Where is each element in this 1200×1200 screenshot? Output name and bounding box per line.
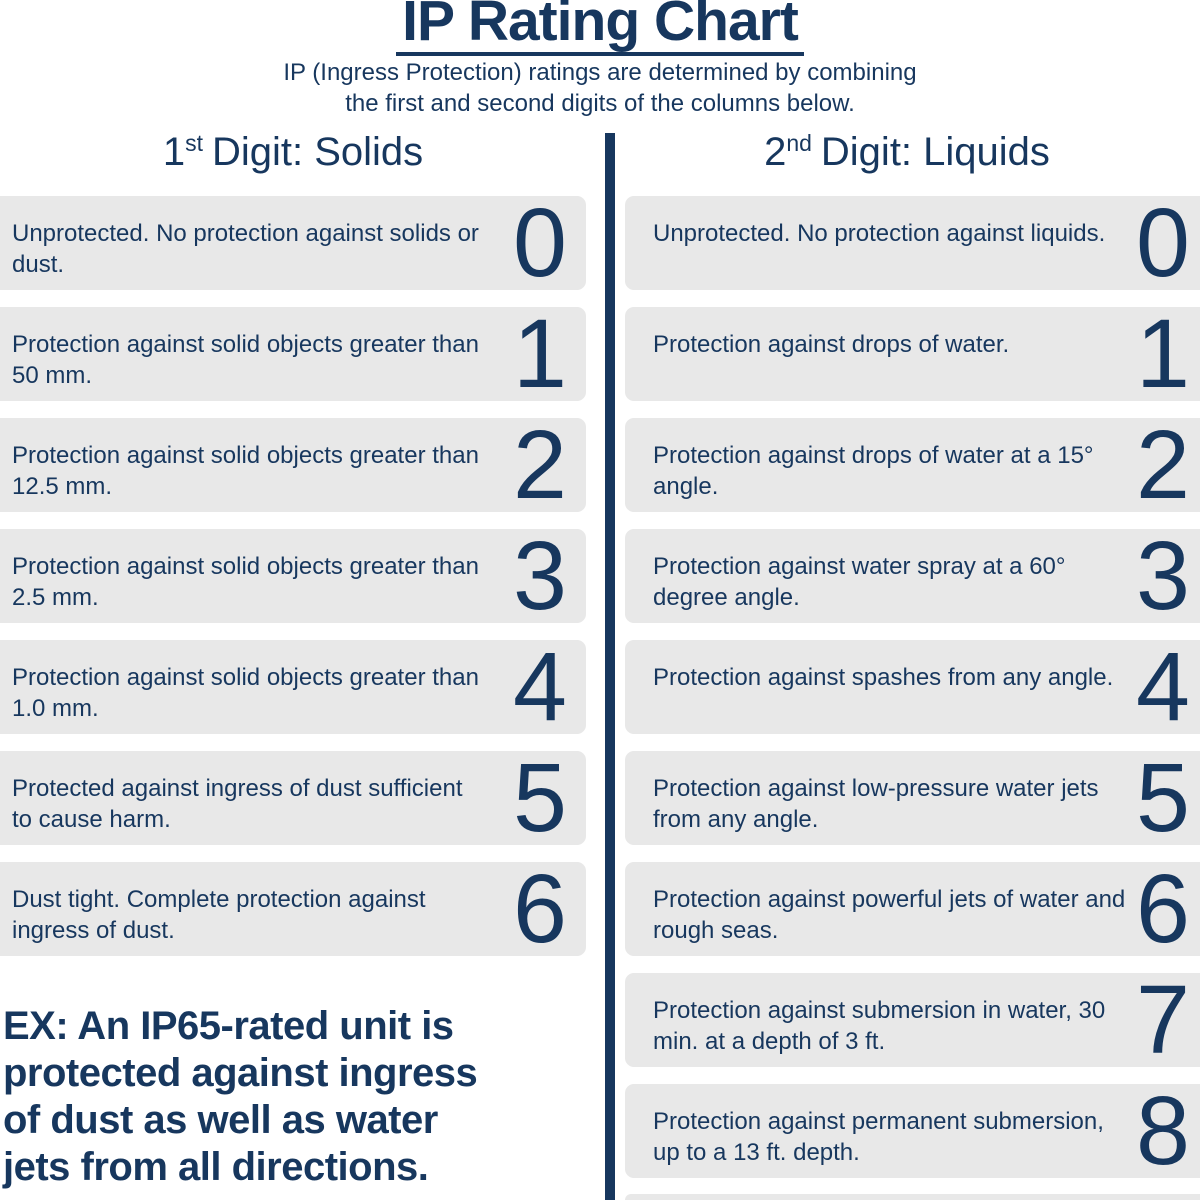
rating-row: Dust tight. Complete protection against … [0, 854, 586, 963]
rating-digit: 0 [513, 188, 567, 297]
rating-description: Protection against water spray at a 60° … [653, 553, 1066, 611]
rating-digit: 4 [1136, 632, 1190, 741]
rating-row: Protection against low-pressure water je… [625, 743, 1200, 852]
rating-digit: 3 [1136, 521, 1190, 630]
column-divider [605, 133, 615, 1200]
rating-digit: 5 [1136, 743, 1190, 852]
rating-digit: 7 [1136, 965, 1190, 1074]
solids-rows: Unprotected. No protection against solid… [0, 188, 586, 973]
liquids-heading-ordinal: nd [786, 130, 812, 156]
rating-digit: 4 [513, 632, 567, 741]
rating-row: Protection against solid objects greater… [0, 521, 586, 630]
liquids-heading-label: Digit: Liquids [820, 130, 1050, 174]
rating-digit: 1 [1136, 299, 1190, 408]
page-title-text: IP Rating Chart [396, 0, 804, 56]
rating-digit: 0 [1136, 188, 1190, 297]
rating-digit: 3 [513, 521, 567, 630]
solids-heading-label: Digit: Solids [211, 130, 424, 174]
example-line-2: protected against ingress [3, 1051, 478, 1095]
rating-description: Protection against spashes from any angl… [653, 664, 1114, 691]
page-title: IP Rating Chart [0, 0, 1200, 56]
subtitle-line-2: the first and second digits of the colum… [345, 90, 855, 117]
rating-digit: 8 [1136, 1076, 1190, 1185]
rating-description: Protection against permanent submersion,… [653, 1108, 1104, 1166]
rating-description: Protection against solid objects greater… [12, 442, 479, 500]
rating-description: Protection against solid objects greater… [12, 331, 479, 389]
rating-description: Protection against powerful jets of wate… [653, 886, 1126, 944]
rating-digit: 6 [513, 854, 567, 963]
rating-row: Protection against powerful jets of wate… [625, 854, 1200, 963]
rating-description: Unprotected. No protection against solid… [12, 220, 479, 278]
rating-row: Protected against ingress of dust suffic… [0, 743, 586, 852]
rating-digit: 6 [1136, 854, 1190, 963]
rating-row: Unprotected. No protection against liqui… [625, 188, 1200, 297]
rating-row: Protection against permanent submersion,… [625, 1076, 1200, 1185]
rating-description: Protected against ingress of dust suffic… [12, 775, 463, 833]
rating-description: Protection against submersion in water, … [653, 997, 1106, 1055]
rating-row: Protection against solid objects greater… [0, 410, 586, 519]
rating-description: Protection against drops of water at a 1… [653, 442, 1094, 500]
solids-column-heading: 1st Digit: Solids [0, 130, 586, 175]
rating-row: Protection against solid objects greater… [0, 299, 586, 408]
rating-row: Protection against drops of water at a 1… [625, 410, 1200, 519]
rating-description: Unprotected. No protection against liqui… [653, 220, 1106, 247]
rating-row: Unprotected. No protection against solid… [0, 188, 586, 297]
liquids-heading-number: 2 [764, 130, 787, 174]
rating-row: Protection against spashes from any angl… [625, 632, 1200, 741]
rating-digit: 2 [513, 410, 567, 519]
rating-row: Protection against drops of water. 1 [625, 299, 1200, 408]
rating-description: Dust tight. Complete protection against … [12, 886, 426, 944]
rating-row: Protection against solid objects greater… [0, 632, 586, 741]
rating-row: Protection against water spray at a 60° … [625, 521, 1200, 630]
rating-digit: 5 [513, 743, 567, 852]
solids-heading-ordinal: st [185, 130, 203, 156]
rating-description: Protection against solid objects greater… [12, 553, 479, 611]
rating-digit: 1 [513, 299, 567, 408]
rating-description: Protection against drops of water. [653, 331, 1010, 358]
rating-description: Protection against low-pressure water je… [653, 775, 1099, 833]
example-line-4: jets from all directions. [3, 1145, 429, 1189]
solids-heading-number: 1 [162, 130, 186, 174]
liquids-column-heading: 2nd Digit: Liquids [614, 130, 1200, 175]
rating-description: Protection against solid objects greater… [12, 664, 479, 722]
liquids-rows: Unprotected. No protection against liqui… [625, 188, 1200, 1195]
example-line-3: of dust as well as water [3, 1098, 438, 1142]
example-line-1: EX: An IP65-rated unit is [3, 1004, 454, 1048]
example-text: EX: An IP65-rated unit is protected agai… [3, 1003, 603, 1191]
partial-cutoff-row [625, 1194, 1200, 1200]
rating-row: Protection against submersion in water, … [625, 965, 1200, 1074]
subtitle-line-1: IP (Ingress Protection) ratings are dete… [283, 59, 917, 86]
subtitle: IP (Ingress Protection) ratings are dete… [0, 57, 1200, 119]
rating-digit: 2 [1136, 410, 1190, 519]
